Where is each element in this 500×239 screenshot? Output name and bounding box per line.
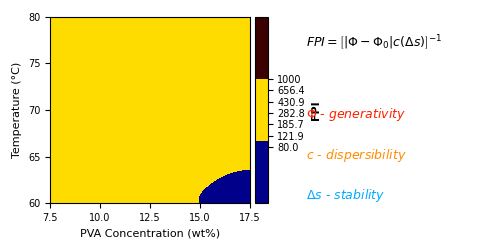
Text: $FPI = \left[|\Phi-\Phi_0|c(\Delta s)\right]^{-1}$: $FPI = \left[|\Phi-\Phi_0|c(\Delta s)\ri… [306,33,443,53]
Y-axis label: Temperature (°C): Temperature (°C) [12,62,22,158]
Y-axis label: FPI: FPI [310,100,320,120]
Text: $c$ - dispersibility: $c$ - dispersibility [306,147,408,164]
X-axis label: PVA Concentration (wt%): PVA Concentration (wt%) [80,228,220,239]
Text: $\Phi$ - generativity: $\Phi$ - generativity [306,106,406,123]
Text: $\Delta s$ - stability: $\Delta s$ - stability [306,187,386,205]
